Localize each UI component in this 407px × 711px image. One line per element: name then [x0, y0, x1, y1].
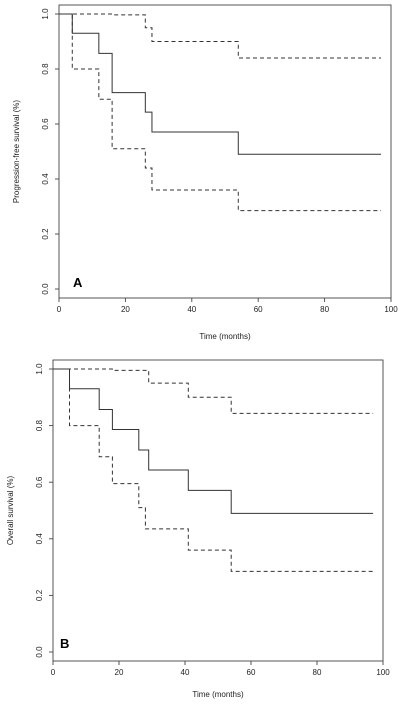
y-tick-label: 0.2 — [35, 589, 44, 601]
y-tick-label: 0.2 — [41, 228, 50, 240]
y-tick-label: 0.8 — [41, 63, 50, 75]
survival-curve — [59, 13, 382, 155]
plot-frame — [58, 4, 392, 299]
y-tick-label: 0.6 — [35, 476, 44, 488]
x-tick-label: 20 — [115, 668, 124, 677]
y-tick-label: 0.0 — [41, 283, 50, 295]
x-tick-label: 40 — [181, 668, 190, 677]
x-tick-label: 40 — [187, 305, 196, 314]
x-tick-label: 100 — [376, 668, 390, 677]
panel-a: 0 20 40 60 80 100 0.0 0.2 0.4 0.6 0.8 1.0 Time (mont… — [12, 4, 398, 341]
upper-confidence-curve — [59, 13, 382, 59]
panel-label: B — [60, 636, 69, 651]
y-tick-label: 0.4 — [41, 173, 50, 185]
y-tick-label: 1.0 — [41, 8, 50, 20]
y-axis-title: Progression-free survival (%) — [12, 100, 21, 203]
y-tick-label: 0.6 — [41, 118, 50, 130]
plot-frame — [52, 359, 384, 662]
x-tick-label: 60 — [254, 305, 263, 314]
y-tick-label: 0.0 — [35, 646, 44, 658]
x-tick-label: 20 — [121, 305, 130, 314]
x-axis-title: Time (months) — [192, 690, 244, 699]
x-tick-label: 0 — [57, 305, 62, 314]
x-tick-label: 80 — [313, 668, 322, 677]
upper-confidence-curve — [53, 368, 374, 414]
survival-curve — [53, 368, 374, 514]
y-tick-label: 0.4 — [35, 533, 44, 545]
panel-label: A — [73, 275, 83, 290]
x-axis-title: Time (months) — [199, 332, 251, 341]
lower-confidence-curve — [59, 13, 382, 212]
x-tick-label: 100 — [384, 305, 398, 314]
lower-confidence-curve — [53, 368, 374, 572]
x-tick-label: 60 — [247, 668, 256, 677]
y-tick-label: 0.8 — [35, 419, 44, 431]
panel-b: 0 20 40 60 80 100 0.0 0.2 0.4 0.6 0.8 1.0 Time (mont… — [6, 359, 390, 699]
x-tick-label: 80 — [320, 305, 329, 314]
x-tick-label: 0 — [51, 668, 56, 677]
y-axis-title: Overall survival (%) — [6, 475, 15, 545]
y-tick-label: 1.0 — [35, 363, 44, 375]
